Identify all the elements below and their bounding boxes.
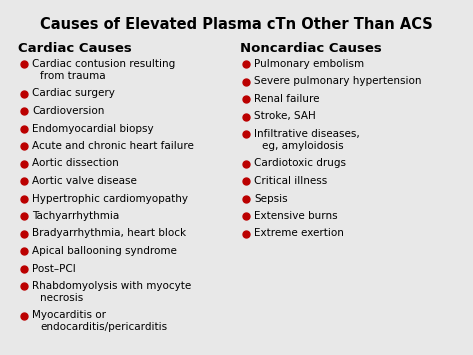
Text: eg, amyloidosis: eg, amyloidosis	[262, 141, 343, 151]
Text: Aortic dissection: Aortic dissection	[32, 158, 119, 169]
Text: Noncardiac Causes: Noncardiac Causes	[240, 42, 382, 55]
Text: from trauma: from trauma	[40, 71, 105, 81]
Text: Cardiac contusion resulting: Cardiac contusion resulting	[32, 59, 175, 69]
Text: Severe pulmonary hypertension: Severe pulmonary hypertension	[254, 76, 421, 87]
Text: Causes of Elevated Plasma cTn Other Than ACS: Causes of Elevated Plasma cTn Other Than…	[40, 17, 433, 32]
Text: Cardiotoxic drugs: Cardiotoxic drugs	[254, 158, 346, 169]
Text: Extreme exertion: Extreme exertion	[254, 229, 344, 239]
Text: Extensive burns: Extensive burns	[254, 211, 338, 221]
Text: Hypertrophic cardiomyopathy: Hypertrophic cardiomyopathy	[32, 193, 188, 203]
Text: Cardiac surgery: Cardiac surgery	[32, 88, 115, 98]
Text: Infiltrative diseases,: Infiltrative diseases,	[254, 129, 360, 139]
Text: Rhabdomyolysis with myocyte: Rhabdomyolysis with myocyte	[32, 281, 191, 291]
Text: Endomyocardial biopsy: Endomyocardial biopsy	[32, 124, 154, 133]
Text: Cardioversion: Cardioversion	[32, 106, 105, 116]
Text: Apical ballooning syndrome: Apical ballooning syndrome	[32, 246, 177, 256]
Text: Pulmonary embolism: Pulmonary embolism	[254, 59, 364, 69]
Text: Acute and chronic heart failure: Acute and chronic heart failure	[32, 141, 194, 151]
Text: Critical illness: Critical illness	[254, 176, 327, 186]
Text: necrosis: necrosis	[40, 293, 83, 303]
Text: Tachyarrhythmia: Tachyarrhythmia	[32, 211, 119, 221]
Text: Renal failure: Renal failure	[254, 94, 319, 104]
Text: endocarditis/pericarditis: endocarditis/pericarditis	[40, 322, 167, 333]
Text: Post–PCI: Post–PCI	[32, 263, 76, 273]
Text: Sepsis: Sepsis	[254, 193, 288, 203]
Text: Cardiac Causes: Cardiac Causes	[18, 42, 132, 55]
Text: Stroke, SAH: Stroke, SAH	[254, 111, 316, 121]
Text: Aortic valve disease: Aortic valve disease	[32, 176, 137, 186]
Text: Myocarditis or: Myocarditis or	[32, 311, 106, 321]
Text: Bradyarrhythmia, heart block: Bradyarrhythmia, heart block	[32, 229, 186, 239]
